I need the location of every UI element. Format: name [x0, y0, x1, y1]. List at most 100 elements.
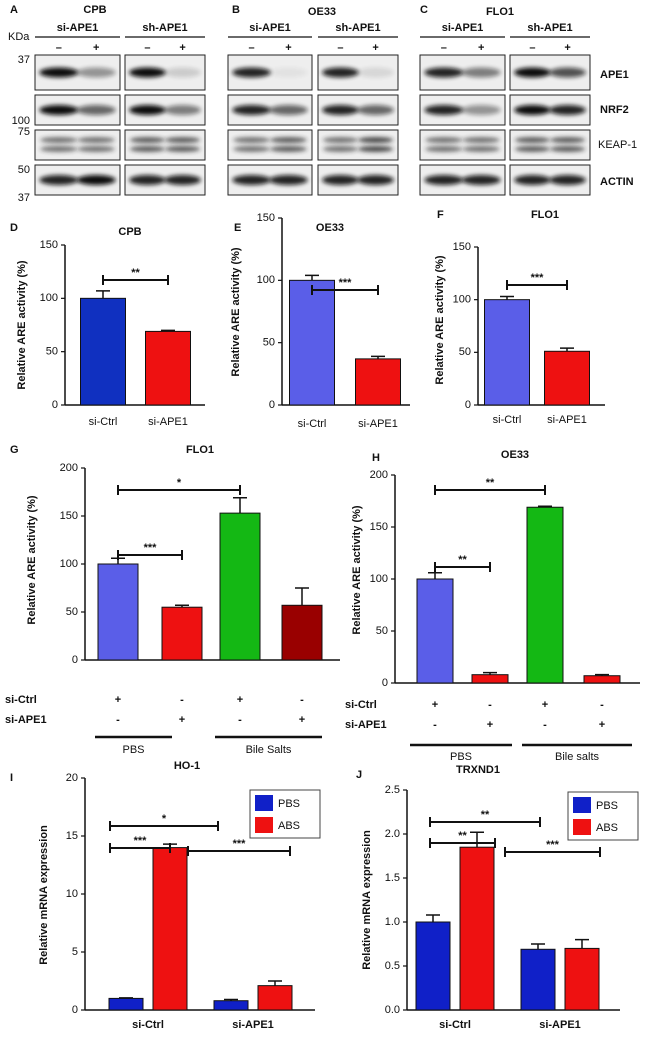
error-bar: [268, 980, 282, 986]
error-bar: [175, 604, 189, 608]
error-bar: [483, 671, 497, 675]
y-tick-label: 0: [72, 1004, 78, 1016]
protein-label: KEAP-1: [598, 139, 637, 151]
y-tick-label: 50: [263, 337, 275, 349]
blot-band: [549, 67, 586, 78]
bar: [145, 330, 191, 406]
y-tick-label: 150: [40, 239, 58, 251]
significance-bracket: [187, 846, 291, 856]
group-label: PBS: [450, 751, 472, 763]
blot-band: [164, 175, 202, 185]
x-tick-label: si-Ctrl: [439, 1019, 471, 1031]
condition-label: si-Ctrl: [5, 694, 37, 706]
bar: [213, 1000, 249, 1011]
blot-band: [40, 137, 78, 143]
blot-band: [322, 67, 359, 78]
blot-band: [165, 137, 201, 143]
error-bar: [96, 290, 110, 299]
significance-bracket: [504, 847, 601, 857]
y-tick-label: 0: [465, 399, 471, 411]
chart-title: TRXND1: [456, 764, 500, 776]
legend-swatch: [255, 795, 273, 811]
blot-band: [270, 137, 307, 143]
blot-band: [514, 137, 551, 143]
blot-title: CPB: [83, 4, 106, 16]
significance-label: ***: [233, 838, 247, 850]
condition-mark: -: [488, 699, 492, 711]
lane-label: +: [478, 42, 484, 54]
lane-label: –: [144, 42, 150, 54]
significance-label: *: [177, 477, 182, 489]
blot-band: [269, 175, 308, 185]
error-bar: [531, 943, 545, 950]
blot-band: [39, 175, 79, 185]
significance-label: ***: [134, 835, 148, 847]
blot-band: [232, 67, 271, 78]
panel-letter: E: [234, 222, 241, 234]
lane-label: –: [56, 42, 62, 54]
legend-label: PBS: [596, 800, 618, 812]
y-axis-label: Relative mRNA expression: [38, 825, 50, 965]
lane-label: +: [285, 42, 291, 54]
blot-band: [165, 146, 201, 152]
blot-band: [514, 67, 551, 78]
condition-mark: -: [116, 714, 120, 726]
legend-label: ABS: [596, 822, 618, 834]
blot-band: [358, 146, 394, 152]
bar: [355, 358, 401, 406]
blot-band: [129, 175, 166, 185]
error-bar: [295, 587, 309, 606]
significance-bracket: [434, 485, 546, 495]
y-axis-label: Relative ARE activity (%): [16, 260, 28, 390]
legend-label: ABS: [278, 820, 300, 832]
condition-mark: +: [179, 714, 185, 726]
y-tick-label: 150: [453, 241, 471, 253]
condition-mark: +: [115, 694, 121, 706]
error-bar: [538, 505, 552, 508]
blot-band: [461, 67, 501, 78]
legend-swatch: [573, 797, 591, 813]
group-label: si-APE1: [442, 22, 484, 34]
blot-title: FLO1: [486, 6, 514, 18]
blot-band: [357, 175, 394, 185]
legend-swatch: [255, 817, 273, 833]
y-tick-label: 50: [459, 346, 471, 358]
legend-label: PBS: [278, 798, 300, 810]
panel-letter: B: [232, 4, 240, 16]
lane-label: –: [441, 42, 447, 54]
blot-band: [269, 67, 308, 78]
blot-box: [124, 129, 206, 161]
blot-band: [514, 105, 551, 115]
y-axis-label: Relative mRNA expression: [361, 830, 373, 970]
y-tick-label: 0: [382, 677, 388, 689]
y-tick-label: 100: [60, 558, 78, 570]
significance-label: ***: [531, 272, 545, 284]
y-tick-label: 2.5: [385, 784, 400, 796]
y-axis-label: Relative ARE activity (%): [351, 505, 363, 635]
y-tick-label: 50: [66, 606, 78, 618]
y-tick-label: 100: [40, 292, 58, 304]
panel-letter: A: [10, 4, 18, 16]
significance-label: *: [162, 813, 167, 825]
bar: [219, 512, 261, 661]
condition-mark: -: [180, 694, 184, 706]
y-axis-label: Relative ARE activity (%): [434, 255, 446, 385]
bar: [161, 606, 203, 661]
panel-letter: G: [10, 444, 19, 456]
protein-label: NRF2: [600, 104, 629, 116]
bar: [471, 674, 509, 684]
x-tick-label: si-APE1: [232, 1019, 274, 1031]
bar: [484, 299, 530, 406]
marker-label: 37: [18, 54, 30, 66]
bar: [459, 846, 495, 1011]
significance-label: **: [458, 830, 467, 842]
y-tick-label: 100: [257, 274, 275, 286]
bar: [520, 948, 556, 1011]
blot-band: [77, 146, 115, 152]
error-bar: [426, 914, 440, 922]
panel-letter: F: [437, 209, 444, 221]
y-tick-label: 0: [72, 654, 78, 666]
bar: [108, 997, 144, 1011]
condition-mark: -: [300, 694, 304, 706]
blot-band: [322, 146, 358, 152]
